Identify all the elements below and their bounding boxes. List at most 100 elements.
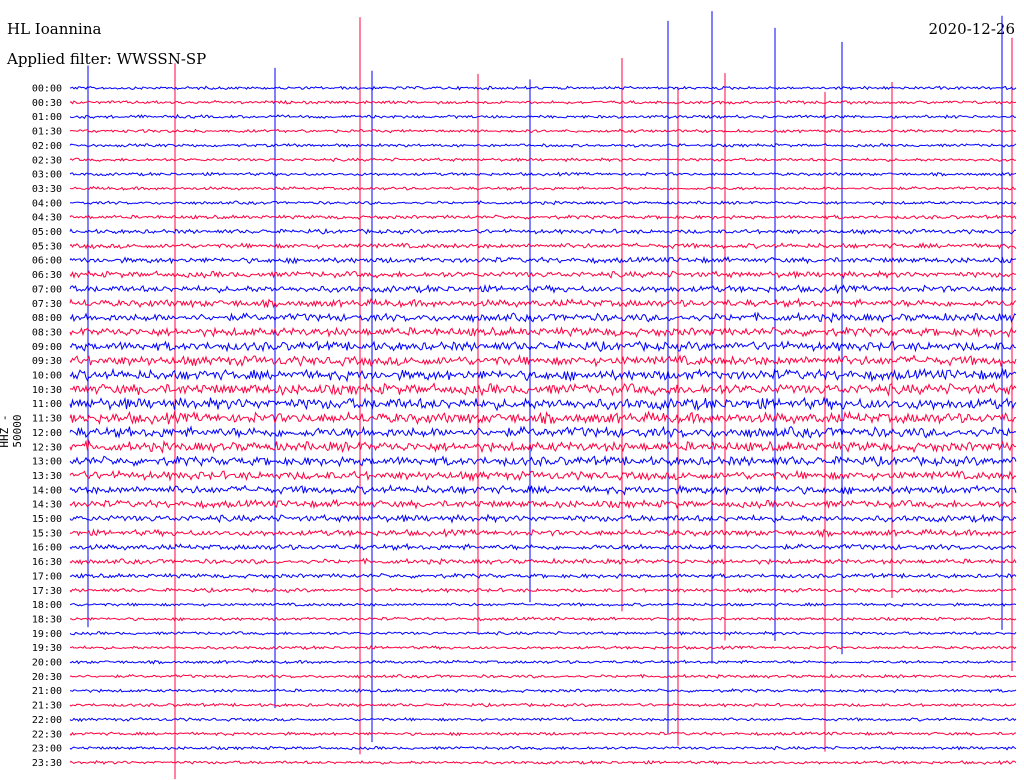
row-tick-label: 00:30	[32, 98, 62, 109]
trace-row-2330	[69, 759, 1017, 766]
row-tick-label: 09:00	[32, 342, 62, 353]
trace-row-2000	[69, 659, 1017, 665]
trace-row-1900	[69, 630, 1017, 636]
row-tick-label: 08:00	[32, 313, 62, 324]
row-tick-label: 03:00	[32, 170, 62, 181]
row-tick-label: 07:00	[32, 284, 62, 295]
trace-row-1730	[69, 587, 1017, 594]
trace-row-1130	[69, 410, 1017, 426]
trace-row-0700	[69, 283, 1017, 295]
row-tick-label: 06:30	[32, 270, 62, 281]
trace-row-0000	[69, 85, 1017, 91]
trace-row-2130	[69, 702, 1017, 708]
trace-row-1800	[69, 602, 1017, 608]
row-tick-label: 16:30	[32, 557, 62, 568]
row-tick-label: 20:30	[32, 672, 62, 683]
trace-row-0900	[69, 340, 1017, 353]
row-tick-label: 18:30	[32, 614, 62, 625]
row-tick-label: 18:00	[32, 600, 62, 611]
row-tick-label: 17:00	[32, 571, 62, 582]
row-tick-label: 12:30	[32, 442, 62, 453]
row-tick-label: 17:30	[32, 586, 62, 597]
trace-row-0100	[69, 113, 1017, 120]
row-tick-label: 13:00	[32, 457, 62, 468]
row-tick-label: 08:30	[32, 327, 62, 338]
row-tick-label: 21:30	[32, 701, 62, 712]
row-tick-label: 02:30	[32, 155, 62, 166]
row-tick-label: 15:30	[32, 528, 62, 539]
trace-row-0400	[70, 200, 1017, 206]
trace-row-1530	[69, 528, 1017, 538]
tick-label-layer: 00:00 00:30 01:00 01:30 02:00 02:30 03:00 03:30…	[32, 84, 62, 769]
trace-row-1400	[69, 484, 1017, 496]
trace-row-0030	[69, 99, 1017, 105]
trace-row-1630	[69, 557, 1017, 566]
row-tick-label: 20:00	[32, 658, 62, 669]
row-tick-label: 06:00	[32, 256, 62, 267]
trace-row-1100	[69, 396, 1017, 412]
row-tick-label: 23:00	[32, 744, 62, 755]
row-tick-label: 14:00	[32, 485, 62, 496]
row-tick-label: 10:30	[32, 385, 62, 396]
trace-row-0630	[69, 269, 1017, 280]
filter-label: Applied filter: WWSSN-SP	[7, 50, 207, 68]
date-label: 2020-12-26	[928, 20, 1015, 38]
trace-row-0730	[69, 297, 1017, 309]
row-tick-label: 21:00	[32, 686, 62, 697]
row-tick-label: 13:30	[32, 471, 62, 482]
row-tick-label: 22:30	[32, 729, 62, 740]
row-tick-label: 07:30	[32, 299, 62, 310]
row-tick-label: 19:30	[32, 643, 62, 654]
trace-row-1430	[69, 498, 1017, 510]
trace-row-1600	[69, 542, 1017, 552]
row-tick-label: 12:00	[32, 428, 62, 439]
trace-row-0230	[69, 157, 1017, 163]
row-tick-label: 19:00	[32, 629, 62, 640]
trace-row-1030	[69, 381, 1017, 397]
trace-row-0200	[69, 142, 1017, 148]
row-tick-label: 02:00	[32, 141, 62, 152]
trace-row-0530	[69, 241, 1017, 250]
trace-row-0500	[69, 227, 1017, 235]
trace-row-2100	[69, 688, 1017, 694]
row-tick-label: 23:30	[32, 758, 62, 769]
spike-layer	[87, 11, 1013, 780]
trace-row-1000	[69, 367, 1017, 383]
row-tick-label: 10:00	[32, 371, 62, 382]
trace-row-0130	[69, 128, 1017, 134]
trace-row-2300	[69, 745, 1017, 751]
trace-row-0800	[69, 311, 1017, 324]
trace-row-1230	[69, 439, 1016, 454]
trace-row-1830	[69, 616, 1017, 622]
trace-layer	[69, 85, 1017, 766]
row-tick-label: 11:00	[32, 399, 62, 410]
trace-row-1700	[69, 572, 1017, 580]
station-title: HL Ioannina	[7, 20, 102, 38]
row-tick-label: 05:30	[32, 241, 62, 252]
row-tick-label: 22:00	[32, 715, 62, 726]
trace-row-0930	[69, 354, 1017, 368]
row-tick-label: 05:00	[32, 227, 62, 238]
trace-row-2030	[69, 673, 1017, 679]
row-tick-label: 09:30	[32, 356, 62, 367]
row-tick-label: 01:30	[32, 127, 62, 138]
trace-row-0300	[69, 171, 1017, 177]
trace-row-1930	[70, 645, 1017, 651]
trace-row-1300	[69, 455, 1017, 468]
trace-row-1330	[69, 469, 1017, 482]
trace-row-2230	[69, 731, 1017, 737]
row-tick-label: 14:30	[32, 500, 62, 511]
row-tick-label: 15:00	[32, 514, 62, 525]
trace-row-0430	[69, 214, 1017, 220]
trace-row-1200	[69, 425, 1017, 439]
trace-row-0600	[69, 256, 1017, 265]
trace-row-0830	[69, 325, 1017, 338]
trace-row-1500	[69, 513, 1017, 524]
row-tick-label: 16:00	[32, 543, 62, 554]
row-tick-label: 01:00	[32, 112, 62, 123]
row-tick-label: 04:30	[32, 213, 62, 224]
row-tick-label: 03:30	[32, 184, 62, 195]
row-tick-label: 00:00	[32, 84, 62, 95]
trace-row-0330	[69, 185, 1017, 191]
